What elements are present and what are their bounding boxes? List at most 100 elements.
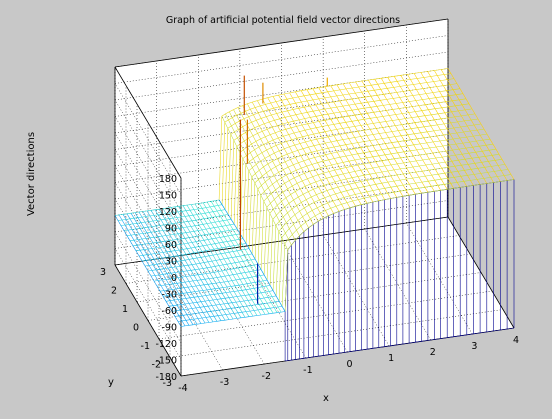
surface-mesh-line bbox=[158, 209, 226, 321]
z-axis-label: Vector directions bbox=[26, 132, 37, 216]
surface-mesh-line bbox=[330, 85, 398, 198]
surface-mesh-line bbox=[186, 204, 254, 317]
y-tick-label: 0 bbox=[133, 323, 139, 334]
grid-line bbox=[114, 167, 449, 216]
surface-mesh-line bbox=[130, 213, 198, 325]
grid-line bbox=[169, 309, 504, 358]
surface-mesh-line bbox=[221, 116, 289, 250]
surface-mesh-line bbox=[182, 205, 250, 317]
surface-mesh-line bbox=[267, 97, 334, 214]
x-tick-label: 0 bbox=[346, 359, 352, 370]
surface-mesh-line bbox=[122, 214, 190, 326]
surface-mesh-line bbox=[114, 215, 182, 327]
grid-line bbox=[114, 101, 449, 150]
grid-line bbox=[114, 150, 449, 200]
chart-title: Graph of artificial potential field vect… bbox=[166, 15, 400, 26]
x-tick-label: -3 bbox=[220, 377, 229, 388]
surface-mesh-line bbox=[233, 109, 300, 236]
y-tick-label: 2 bbox=[111, 286, 117, 297]
surface-mesh-line bbox=[387, 77, 454, 189]
surface-mesh-line bbox=[218, 199, 286, 312]
z-tick-label: 120 bbox=[159, 207, 177, 218]
grid-line bbox=[114, 183, 449, 233]
grid-line bbox=[114, 264, 182, 377]
surface-mesh-line bbox=[210, 201, 278, 313]
grid-line bbox=[147, 272, 482, 321]
grid-line bbox=[114, 200, 449, 249]
grid-line bbox=[114, 231, 182, 344]
surface-mesh-line bbox=[380, 78, 448, 190]
grid-line bbox=[114, 165, 182, 278]
grid-line bbox=[114, 18, 449, 68]
surface-mesh-line bbox=[355, 81, 422, 194]
grid-line bbox=[114, 35, 449, 84]
grid-line bbox=[114, 116, 182, 228]
surface-mesh-line bbox=[407, 74, 474, 186]
surface-mesh-line bbox=[214, 200, 282, 313]
surface-mesh-line bbox=[295, 91, 362, 205]
surface-mesh-line bbox=[225, 113, 292, 246]
z-tick-label: -60 bbox=[161, 306, 177, 317]
z-tick-label: 150 bbox=[159, 191, 177, 202]
grid-line bbox=[114, 182, 182, 294]
z-tick-label: 180 bbox=[159, 174, 177, 185]
surface-mesh-line bbox=[361, 80, 429, 193]
surface-mesh-line bbox=[138, 211, 206, 324]
grid-line bbox=[114, 68, 449, 117]
surface-mesh-line bbox=[434, 70, 501, 182]
z-tick-label: 0 bbox=[171, 273, 177, 284]
surface-mesh-line bbox=[420, 72, 488, 184]
surface-mesh-line bbox=[174, 206, 242, 318]
grid-line bbox=[158, 290, 493, 340]
surface-mesh-line bbox=[242, 105, 309, 228]
surface-mesh-line bbox=[427, 71, 494, 183]
surface-mesh-line bbox=[190, 204, 258, 316]
surface-mesh-line bbox=[118, 214, 186, 327]
surface-mesh-line bbox=[251, 101, 319, 222]
surface-wall-edge bbox=[285, 327, 515, 362]
y-tick-label: 1 bbox=[122, 304, 128, 315]
surface-mesh-line bbox=[142, 211, 210, 323]
x-tick-label: 2 bbox=[430, 347, 436, 358]
z-tick-label: 60 bbox=[165, 240, 177, 251]
surface-mesh-line bbox=[198, 203, 266, 315]
surface-mesh-line bbox=[154, 209, 222, 321]
surface-mesh-line bbox=[318, 87, 385, 200]
surface-mesh-line bbox=[312, 88, 380, 201]
surface-mesh-line bbox=[262, 98, 329, 216]
x-tick-label: 3 bbox=[471, 341, 477, 352]
surface-mesh-line bbox=[300, 90, 368, 204]
surface-mesh-line bbox=[170, 207, 238, 319]
grid-line bbox=[114, 66, 182, 179]
surface-mesh-line bbox=[289, 92, 356, 207]
surface-mesh-line bbox=[374, 79, 441, 191]
z-tick-label: -30 bbox=[161, 290, 177, 301]
surface-mesh-line bbox=[178, 206, 246, 318]
surface-mesh-line bbox=[150, 210, 218, 322]
z-tick-label: -120 bbox=[155, 339, 177, 350]
surface-mesh-line bbox=[247, 103, 314, 225]
x-tick-label: -2 bbox=[262, 371, 271, 382]
surface-mesh-line bbox=[324, 86, 391, 199]
surface-mesh-line bbox=[413, 73, 481, 185]
surface-mesh-line bbox=[146, 210, 214, 323]
grid-line bbox=[114, 117, 449, 167]
surface-mesh-line bbox=[283, 93, 351, 208]
surface-mesh-line bbox=[206, 201, 274, 314]
y-tick-label: 3 bbox=[100, 267, 106, 278]
surface-mesh-line bbox=[278, 95, 345, 210]
grid-line bbox=[125, 235, 460, 284]
surface-mesh-line bbox=[368, 79, 435, 192]
surface-mesh-line bbox=[126, 213, 194, 325]
surface-mesh-line bbox=[440, 69, 508, 181]
y-tick-label: -1 bbox=[141, 341, 150, 352]
grid-line bbox=[114, 132, 182, 245]
grid-line bbox=[114, 84, 449, 134]
surface-mesh-line bbox=[349, 82, 416, 195]
x-tick-label: 1 bbox=[388, 353, 394, 364]
grid-line bbox=[136, 253, 471, 303]
z-tick-label: 90 bbox=[165, 224, 177, 235]
grid-line bbox=[114, 248, 182, 360]
